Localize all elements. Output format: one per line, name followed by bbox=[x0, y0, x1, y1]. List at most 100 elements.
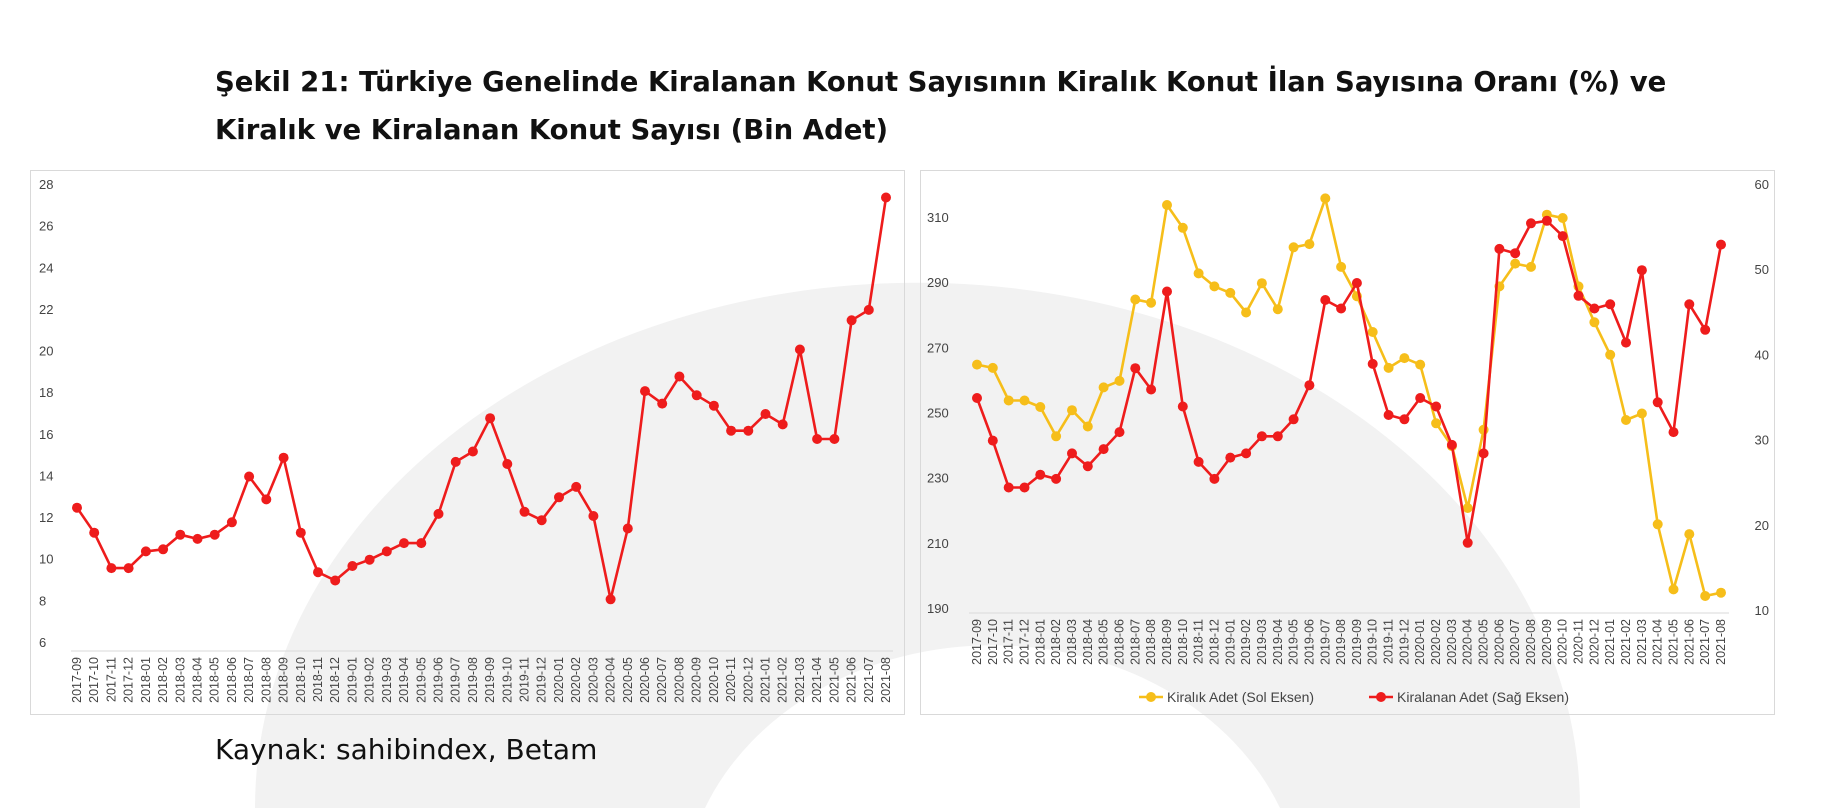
x-tick-label: 2020-04 bbox=[604, 657, 618, 703]
x-tick-label: 2018-03 bbox=[173, 657, 187, 703]
x-tick-label: 2020-11 bbox=[1572, 619, 1586, 664]
kiralanan-series-point bbox=[1621, 337, 1631, 348]
x-tick-label: 2018-04 bbox=[190, 657, 204, 703]
kiralanan-series-point bbox=[1082, 461, 1093, 472]
ratio-series-point bbox=[743, 425, 754, 436]
x-tick-label: 2019-06 bbox=[1302, 619, 1316, 665]
ratio-series-point bbox=[175, 529, 186, 540]
kiralik-series-point bbox=[1636, 408, 1647, 419]
kiralik-series-point bbox=[1146, 297, 1157, 308]
kiralanan-series-point bbox=[1241, 448, 1252, 459]
x-tick-label: 2020-06 bbox=[638, 657, 652, 703]
x-tick-label: 2019-05 bbox=[414, 657, 428, 703]
kiralanan-series-point bbox=[1130, 363, 1141, 374]
kiralanan-series-point bbox=[1003, 482, 1014, 493]
x-tick-label: 2018-02 bbox=[1049, 619, 1063, 665]
kiralanan-series-point bbox=[1510, 248, 1521, 259]
kiralik-series-point bbox=[1383, 362, 1394, 373]
x-tick-label: 2019-07 bbox=[449, 657, 463, 703]
x-tick-label: 2019-09 bbox=[1350, 619, 1364, 665]
x-tick-label: 2018-02 bbox=[156, 657, 170, 703]
x-tick-label: 2019-01 bbox=[345, 657, 359, 703]
x-tick-label: 2021-03 bbox=[1635, 619, 1649, 665]
y-tick-label: 20 bbox=[39, 344, 53, 359]
x-tick-label: 2019-03 bbox=[1255, 619, 1269, 665]
x-tick-label: 2021-02 bbox=[776, 657, 790, 703]
y-tick-label: 24 bbox=[39, 260, 53, 275]
right-y-tick-label: 10 bbox=[1755, 603, 1769, 618]
kiralanan-series-point bbox=[1162, 286, 1172, 297]
x-tick-label: 2021-07 bbox=[862, 657, 876, 703]
x-tick-label: 2017-11 bbox=[1002, 619, 1016, 664]
left-y-tick-label: 250 bbox=[927, 406, 949, 421]
x-tick-label: 2019-08 bbox=[466, 657, 480, 703]
x-tick-label: 2017-12 bbox=[122, 657, 136, 703]
kiralanan-series-point bbox=[972, 393, 982, 403]
legend-item-kiralanan: Kiralanan Adet (Sağ Eksen) bbox=[1369, 689, 1569, 705]
kiralanan-series-point bbox=[1431, 401, 1442, 412]
kiralanan-series-point bbox=[1478, 448, 1489, 459]
ratio-series-point bbox=[192, 533, 203, 544]
kiralik-series-point bbox=[1019, 395, 1030, 406]
kiralanan-series-point bbox=[1383, 410, 1394, 420]
x-tick-label: 2019-10 bbox=[1366, 619, 1380, 665]
kiralik-series-point bbox=[1415, 359, 1426, 370]
x-tick-label: 2020-08 bbox=[672, 657, 686, 703]
kiralik-series-point bbox=[1098, 382, 1109, 393]
x-tick-label: 2018-04 bbox=[1081, 619, 1095, 665]
x-tick-label: 2021-04 bbox=[810, 657, 824, 703]
kiralanan-series-line bbox=[975, 219, 1723, 545]
right-y-tick-label: 30 bbox=[1755, 433, 1769, 448]
left-y-tick-label: 210 bbox=[927, 536, 949, 551]
x-tick-label: 2020-05 bbox=[1477, 619, 1491, 665]
x-tick-label: 2018-11 bbox=[1192, 619, 1206, 664]
count-dual-axis-chart: 190 210 230 250 270 290 310 10 20 30 40 50 60 2017-09… bbox=[927, 177, 1769, 705]
kiralanan-series-point bbox=[1541, 215, 1552, 226]
x-tick-label: 2017-09 bbox=[70, 657, 84, 703]
ratio-series-point bbox=[794, 344, 805, 355]
right-y-tick-label: 60 bbox=[1755, 177, 1769, 192]
kiralik-series-point bbox=[1272, 304, 1283, 315]
kiralanan-series-point bbox=[1399, 414, 1410, 425]
x-tick-label: 2017-09 bbox=[970, 619, 984, 665]
kiralik-series-point bbox=[1431, 418, 1442, 429]
legend-item-kiralik: Kiralık Adet (Sol Eksen) bbox=[1139, 689, 1314, 705]
kiralik-series-point bbox=[1605, 349, 1616, 360]
x-tick-label: 2020-10 bbox=[707, 657, 721, 703]
kiralik-series-point bbox=[1684, 529, 1695, 540]
ratio-series-point bbox=[347, 561, 358, 571]
kiralik-series-point bbox=[1668, 584, 1679, 595]
ratio-series-point bbox=[502, 459, 513, 469]
ratio-series-point bbox=[657, 398, 668, 409]
x-tick-label: 2018-03 bbox=[1065, 619, 1079, 665]
kiralik-series-point bbox=[1114, 375, 1125, 386]
kiralanan-series-point bbox=[1067, 448, 1077, 459]
x-tick-label: 2017-10 bbox=[986, 619, 1000, 665]
legend: Kiralık Adet (Sol Eksen) Kiralanan Adet (… bbox=[1139, 689, 1569, 705]
left-y-tick-label: 190 bbox=[927, 601, 949, 616]
kiralik-series-point bbox=[1082, 421, 1093, 432]
x-tick-label: 2018-12 bbox=[1207, 619, 1221, 665]
kiralanan-series-point bbox=[1494, 243, 1505, 254]
source-note: Kaynak: sahibindex, Betam bbox=[215, 733, 598, 766]
kiralik-series-point bbox=[1652, 519, 1663, 530]
ratio-series-point bbox=[364, 554, 375, 565]
ratio-series-point bbox=[244, 471, 255, 482]
kiralik-series-point bbox=[1241, 307, 1252, 318]
x-tick-label: 2019-05 bbox=[1287, 619, 1301, 665]
kiralik-series-point bbox=[1700, 591, 1711, 601]
kiralanan-series-point bbox=[1462, 537, 1473, 548]
kiralik-series-point bbox=[1193, 268, 1204, 279]
right-y-tick-label: 50 bbox=[1755, 262, 1769, 277]
y-tick-label: 10 bbox=[39, 552, 53, 567]
ratio-series-point bbox=[72, 502, 82, 513]
ratio-series-point bbox=[313, 567, 323, 578]
x-tick-label: 2019-04 bbox=[397, 657, 411, 703]
kiralik-series-point bbox=[1526, 261, 1536, 272]
x-tick-label: 2019-12 bbox=[535, 657, 549, 703]
kiralanan-series-point bbox=[1652, 397, 1663, 408]
kiralanan-series-point bbox=[1225, 452, 1236, 463]
kiralik-series-point bbox=[1399, 353, 1410, 364]
x-tick-label: 2021-04 bbox=[1651, 619, 1665, 665]
